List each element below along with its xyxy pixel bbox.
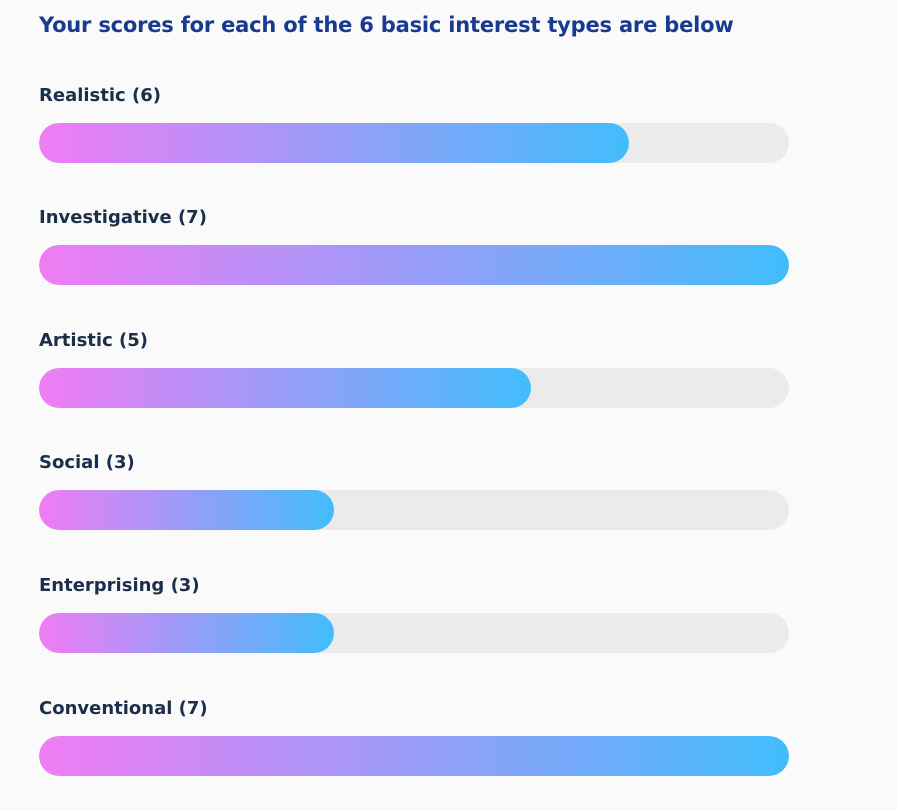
- bar-track: [39, 490, 789, 530]
- bar-fill: [39, 490, 334, 530]
- bar-track: [39, 613, 789, 653]
- bar-label: Enterprising (3): [39, 575, 200, 596]
- score-row-realistic: Realistic (6): [39, 84, 789, 163]
- bar-track: [39, 736, 789, 776]
- score-row-conventional: Conventional (7): [39, 697, 789, 776]
- bar-fill: [39, 123, 629, 163]
- page-title: Your scores for each of the 6 basic inte…: [39, 13, 734, 37]
- bar-track: [39, 245, 789, 285]
- bar-label: Artistic (5): [39, 330, 148, 351]
- score-row-enterprising: Enterprising (3): [39, 574, 789, 653]
- bar-track: [39, 123, 789, 163]
- bar-label: Conventional (7): [39, 698, 208, 719]
- bar-fill: [39, 613, 334, 653]
- bar-label: Social (3): [39, 452, 135, 473]
- bar-label: Realistic (6): [39, 85, 161, 106]
- score-row-social: Social (3): [39, 451, 789, 530]
- score-row-investigative: Investigative (7): [39, 206, 789, 285]
- bar-label: Investigative (7): [39, 207, 207, 228]
- bar-track: [39, 368, 789, 408]
- bar-fill: [39, 736, 789, 776]
- bar-fill: [39, 245, 789, 285]
- bar-fill: [39, 368, 531, 408]
- score-row-artistic: Artistic (5): [39, 329, 789, 408]
